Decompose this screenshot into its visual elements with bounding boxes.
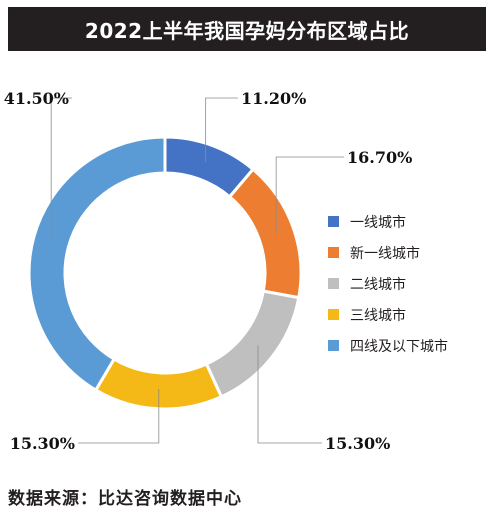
slice-labels: 11.20% 16.70% 15.30% 15.30% 41.50%	[4, 89, 413, 453]
legend-item: 新一线城市	[328, 237, 448, 268]
donut-slice	[227, 167, 303, 300]
chart-title: 2022上半年我国孕妈分布区域占比	[8, 7, 486, 51]
slice-value-label: 15.30%	[325, 434, 390, 453]
leader-line	[257, 345, 322, 444]
legend-item: 三线城市	[328, 299, 448, 330]
legend-swatch	[328, 216, 339, 227]
legend-label: 四线及以下城市	[350, 338, 448, 355]
legend-item: 一线城市	[328, 206, 448, 237]
legend-label: 二线城市	[350, 276, 406, 293]
legend: 一线城市新一线城市二线城市三线城市四线及以下城市	[328, 206, 448, 361]
slice-value-label: 16.70%	[347, 148, 412, 167]
slice-value-label: 41.50%	[4, 89, 69, 108]
leader-line	[275, 156, 344, 234]
legend-item: 二线城市	[328, 268, 448, 299]
leader-line	[205, 97, 238, 163]
donut-slice	[204, 289, 301, 399]
legend-label: 一线城市	[350, 214, 406, 231]
source-note: 数据来源：比达咨询数据中心	[8, 489, 242, 509]
donut-slice	[27, 135, 167, 393]
leader-line	[78, 388, 160, 444]
legend-swatch	[328, 247, 339, 258]
slice-value-label: 15.30%	[10, 434, 75, 453]
legend-label: 新一线城市	[350, 245, 420, 262]
legend-swatch	[328, 309, 339, 320]
legend-item: 四线及以下城市	[328, 330, 448, 361]
legend-label: 三线城市	[350, 307, 406, 324]
slice-value-label: 11.20%	[241, 89, 306, 108]
donut-slices	[27, 135, 303, 411]
legend-swatch	[328, 278, 339, 289]
legend-swatch	[328, 340, 339, 351]
leader-line	[50, 97, 72, 242]
leader-lines	[50, 97, 344, 444]
